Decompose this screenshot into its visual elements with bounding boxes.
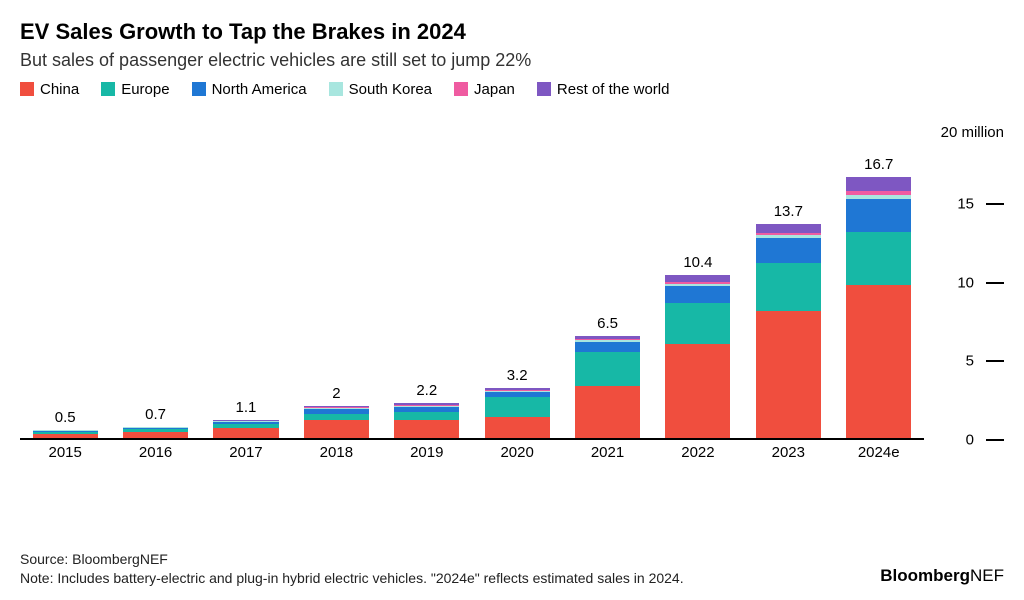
- y-axis: 20 million 051015: [926, 126, 1004, 440]
- bar-total-label: 6.5: [597, 315, 618, 332]
- bar-column: 3.2: [485, 126, 550, 438]
- bar-segment: [846, 232, 911, 285]
- legend-label: Rest of the world: [557, 81, 670, 98]
- y-tick-label: 10: [957, 274, 974, 291]
- bar-segment: [756, 238, 821, 263]
- bar-total-label: 10.4: [683, 254, 712, 271]
- bar-segment: [665, 303, 730, 344]
- brand-light: NEF: [970, 566, 1004, 585]
- bar-segment: [485, 417, 550, 437]
- legend-swatch: [329, 82, 343, 96]
- bar-segment: [485, 397, 550, 417]
- bar-total-label: 0.7: [145, 406, 166, 423]
- legend-label: Japan: [474, 81, 515, 98]
- legend-swatch: [101, 82, 115, 96]
- bar-segment: [665, 275, 730, 282]
- bar-column: 13.7: [756, 126, 821, 438]
- y-tick-label: 15: [957, 196, 974, 213]
- bar-total-label: 3.2: [507, 367, 528, 384]
- chart-area: 0.5 0.7 1.1 2 2.2 3.2 6.5 10.4 13.7 16.7 20 milli…: [20, 106, 1004, 468]
- x-tick-label: 2023: [743, 444, 833, 468]
- bar-total-label: 13.7: [774, 203, 803, 220]
- plot-area: 0.5 0.7 1.1 2 2.2 3.2 6.5 10.4 13.7 16.7: [20, 126, 924, 440]
- bar-total-label: 2: [332, 385, 340, 402]
- x-tick-label: 2018: [291, 444, 381, 468]
- legend: China Europe North America South Korea Japan…: [20, 81, 1004, 98]
- bar-segment: [756, 224, 821, 233]
- bar-column: 6.5: [575, 126, 640, 438]
- x-tick-label: 2015: [20, 444, 110, 468]
- bar-segment: [33, 434, 98, 437]
- x-tick-label: 2024e: [834, 444, 924, 468]
- bar-segment: [846, 285, 911, 438]
- legend-swatch: [454, 82, 468, 96]
- bar-column: 0.5: [33, 126, 98, 438]
- bar-column: 2.2: [394, 126, 459, 438]
- chart-title: EV Sales Growth to Tap the Brakes in 202…: [20, 18, 1004, 46]
- legend-item: South Korea: [329, 81, 432, 98]
- y-tick-mark: [986, 203, 1004, 205]
- bar-segment: [575, 386, 640, 437]
- bar-column: 1.1: [213, 126, 278, 438]
- y-tick-label: 0: [966, 431, 974, 448]
- chart-footer: Source: BloombergNEF Note: Includes batt…: [20, 550, 1004, 588]
- x-tick-label: 2016: [110, 444, 200, 468]
- bar-segment: [756, 311, 821, 437]
- x-tick-label: 2021: [562, 444, 652, 468]
- legend-swatch: [20, 82, 34, 96]
- y-axis-unit-label: 20 million: [941, 124, 1004, 141]
- legend-item: Rest of the world: [537, 81, 670, 98]
- x-tick-label: 2017: [201, 444, 291, 468]
- note-text: Note: Includes battery-electric and plug…: [20, 569, 800, 588]
- legend-item: Japan: [454, 81, 515, 98]
- y-tick-mark: [986, 282, 1004, 284]
- chart-subtitle: But sales of passenger electric vehicles…: [20, 50, 1004, 71]
- bar-segment: [846, 177, 911, 191]
- bar-total-label: 1.1: [236, 399, 257, 416]
- bar-segment: [846, 199, 911, 232]
- legend-swatch: [192, 82, 206, 96]
- bar-segment: [575, 342, 640, 352]
- bar-segment: [756, 263, 821, 311]
- bar-total-label: 2.2: [416, 382, 437, 399]
- legend-label: South Korea: [349, 81, 432, 98]
- bar-segment: [394, 412, 459, 421]
- bar-segment: [665, 286, 730, 303]
- bar-total-label: 0.5: [55, 409, 76, 426]
- bar-segment: [304, 420, 369, 437]
- bar-segment: [665, 344, 730, 438]
- legend-item: China: [20, 81, 79, 98]
- x-tick-label: 2022: [653, 444, 743, 468]
- bar-segment: [213, 428, 278, 437]
- bar-column: 0.7: [123, 126, 188, 438]
- y-tick-label: 5: [966, 353, 974, 370]
- source-text: Source: BloombergNEF: [20, 550, 800, 569]
- legend-item: Europe: [101, 81, 169, 98]
- bar-segment: [575, 352, 640, 386]
- bar-column: 16.7: [846, 126, 911, 438]
- x-tick-label: 2020: [472, 444, 562, 468]
- chart-container: EV Sales Growth to Tap the Brakes in 202…: [0, 0, 1024, 600]
- brand-bold: Bloomberg: [880, 566, 970, 585]
- y-tick-mark: [986, 439, 1004, 441]
- bar-total-label: 16.7: [864, 156, 893, 173]
- bar-segment: [394, 420, 459, 437]
- y-tick-mark: [986, 360, 1004, 362]
- bars-group: 0.5 0.7 1.1 2 2.2 3.2 6.5 10.4 13.7 16.7: [20, 126, 924, 438]
- x-axis-labels: 2015201620172018201920202021202220232024…: [20, 444, 924, 468]
- legend-label: North America: [212, 81, 307, 98]
- bar-column: 10.4: [665, 126, 730, 438]
- x-tick-label: 2019: [382, 444, 472, 468]
- legend-swatch: [537, 82, 551, 96]
- bar-column: 2: [304, 126, 369, 438]
- legend-label: China: [40, 81, 79, 98]
- legend-label: Europe: [121, 81, 169, 98]
- legend-item: North America: [192, 81, 307, 98]
- brand-logo: BloombergNEF: [880, 566, 1004, 586]
- bar-segment: [123, 432, 188, 437]
